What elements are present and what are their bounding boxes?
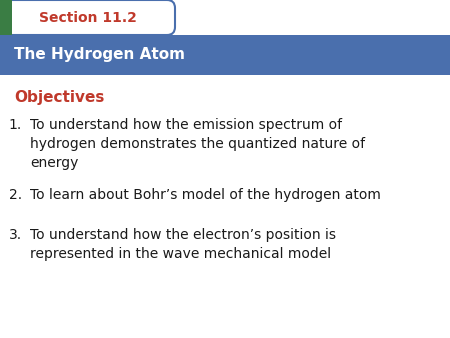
Bar — [0, 35, 450, 75]
Text: To learn about Bohr’s model of the hydrogen atom: To learn about Bohr’s model of the hydro… — [30, 188, 381, 202]
Text: 2.: 2. — [9, 188, 22, 202]
Text: 3.: 3. — [9, 228, 22, 242]
Text: To understand how the emission spectrum of
hydrogen demonstrates the quantized n: To understand how the emission spectrum … — [30, 118, 365, 170]
Text: The Hydrogen Atom: The Hydrogen Atom — [14, 48, 185, 63]
FancyBboxPatch shape — [0, 0, 175, 35]
Bar — [0, 0, 12, 35]
Text: 1.: 1. — [9, 118, 22, 132]
Text: To understand how the electron’s position is
represented in the wave mechanical : To understand how the electron’s positio… — [30, 228, 336, 261]
Text: Section 11.2: Section 11.2 — [39, 10, 136, 24]
Text: Objectives: Objectives — [14, 90, 104, 105]
